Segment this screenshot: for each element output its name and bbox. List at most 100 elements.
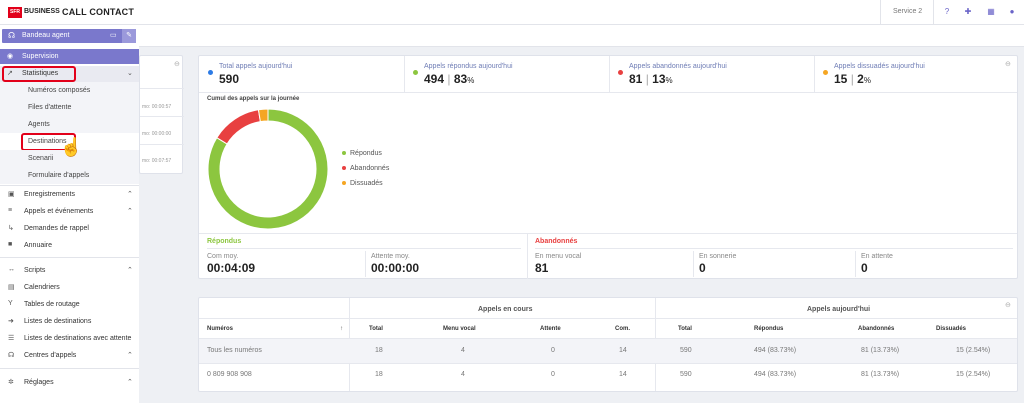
- com-moy-value: 00:04:09: [207, 261, 256, 275]
- sidebar: ☊ Bandeau agent ▭ ✎ ◉ Supervision ↗ Stat…: [0, 25, 139, 403]
- collapse-icon[interactable]: ⊖: [174, 61, 180, 68]
- headset-icon: ☊: [8, 352, 15, 359]
- table-row[interactable]: [199, 339, 1017, 363]
- sidebar-item-tables[interactable]: Y Tables de routage: [8, 300, 80, 308]
- sidebar-subitem-numeros[interactable]: Numéros composés: [0, 82, 139, 99]
- table-cell: 18: [375, 371, 383, 378]
- sidebar-subitem-agents[interactable]: Agents: [0, 116, 139, 133]
- table-cell: 15 (2.54%): [956, 371, 991, 378]
- add-user-icon[interactable]: ✚: [964, 7, 972, 16]
- column-header: Attente: [540, 326, 561, 332]
- top-bar: SFR BUSINESS CALL CONTACT Service 2 ? ✚ …: [0, 0, 1024, 25]
- table-cell: 14: [619, 347, 627, 354]
- sidebar-item-calendriers[interactable]: ▤ Calendriers: [8, 284, 60, 291]
- brand-label: BUSINESS: [24, 8, 60, 15]
- table-cell: 494 (83.73%): [754, 347, 797, 354]
- legend-abandonnes: Abandonnés: [342, 165, 389, 172]
- sfr-logo: SFR: [8, 7, 22, 18]
- apps-grid-icon[interactable]: ▦: [987, 7, 995, 16]
- routing-icon: Y: [8, 300, 13, 307]
- donut-slice-abandonnes: [216, 109, 261, 145]
- callback-icon: ↳: [8, 225, 14, 232]
- kpi-dot: [823, 70, 828, 75]
- table-cell: 14: [619, 371, 627, 378]
- donut-slice-dissuades: [257, 108, 269, 123]
- calendar-icon: ▤: [8, 284, 15, 291]
- legend-repondus: Répondus: [342, 150, 382, 157]
- kpi-dissuades: Appels dissuadés aujourd'hui 15 | 2%: [814, 56, 1019, 92]
- account-icon[interactable]: ●: [1009, 7, 1015, 16]
- table-cell: 15 (2.54%): [956, 347, 991, 354]
- help-icon[interactable]: ?: [944, 7, 950, 16]
- save-icon: ▣: [8, 191, 15, 198]
- app-title: CALL CONTACT: [62, 7, 135, 17]
- column-header: Dissuadés: [936, 326, 967, 332]
- queue-list-icon: ☰: [8, 335, 15, 342]
- edit-icon[interactable]: ✎: [122, 29, 136, 43]
- com-moy-label: Com moy.: [207, 253, 239, 260]
- attente-moy-label: Attente moy.: [371, 253, 410, 260]
- sidebar-subitem-files[interactable]: Files d'attente: [0, 99, 139, 116]
- repondus-title: Répondus: [207, 238, 242, 245]
- chevron-up-icon: ⌃: [127, 208, 133, 215]
- sidebar-subitem-formulaire[interactable]: Formulaire d'appels: [0, 167, 139, 184]
- sidebar-item-statistiques[interactable]: ↗ Statistiques ⌄: [0, 66, 139, 82]
- table-cell: 0: [551, 347, 555, 354]
- sidebar-subitem-scenarii[interactable]: Scenarii: [0, 150, 139, 167]
- menu-vocal-label: En menu vocal: [535, 253, 582, 260]
- trend-icon: ↗: [7, 70, 13, 77]
- headset-icon: ☊: [8, 31, 16, 40]
- hand-cursor-icon: ☝: [60, 137, 83, 157]
- code-icon: ↔: [8, 266, 15, 273]
- table-cell: 494 (83.73%): [754, 371, 797, 378]
- column-header: Répondus: [754, 326, 784, 332]
- calls-table: Appels en cours Appels aujourd'hui ⊖ Num…: [198, 297, 1018, 392]
- sidebar-item-supervision[interactable]: ◉ Supervision: [0, 49, 139, 64]
- background-card: ⊖ mo: 00:00:57 mo: 00:00:00 mo: 00:07:57: [139, 55, 184, 174]
- hidden-time: mo: 00:00:57: [142, 104, 172, 110]
- sidebar-item-annuaire[interactable]: ■ Annuaire: [8, 241, 53, 249]
- sidebar-subitem-destinations[interactable]: Destinations: [0, 133, 139, 150]
- gear-icon: ✲: [8, 379, 14, 386]
- sidebar-item-scripts[interactable]: ↔ Scripts ⌃: [8, 266, 133, 274]
- table-cell: 590: [680, 347, 692, 354]
- column-header[interactable]: Numéros: [207, 326, 234, 332]
- table-cell: 81 (13.73%): [861, 371, 900, 378]
- sidebar-item-listes-attente[interactable]: ☰ Listes de destinations avec attente: [8, 335, 132, 342]
- folder-icon: ■: [8, 241, 13, 248]
- chart-title: Cumul des appels sur la journée: [207, 96, 300, 102]
- table-cell: 590: [680, 371, 692, 378]
- table-cell: 0 809 908 908: [207, 371, 252, 378]
- table-cell: 81 (13.73%): [861, 347, 900, 354]
- service-selector[interactable]: Service 2: [893, 8, 923, 15]
- en-attente-label: En attente: [861, 253, 893, 260]
- chevron-down-icon: ⌄: [127, 70, 133, 77]
- column-header: Menu vocal: [443, 326, 476, 332]
- hidden-time: mo: 00:00:00: [142, 131, 172, 137]
- column-header: Total: [678, 326, 692, 332]
- list-icon: ≡: [8, 207, 13, 214]
- agent-bar-button[interactable]: ☊ Bandeau agent ▭: [2, 29, 133, 43]
- en-attente-value: 0: [861, 261, 868, 275]
- collapse-icon[interactable]: ⊖: [1005, 61, 1011, 68]
- sidebar-item-listes[interactable]: ➜ Listes de destinations: [8, 318, 92, 325]
- group-current-header: Appels en cours: [478, 306, 533, 313]
- column-header: Total: [369, 326, 383, 332]
- kpi-dot: [413, 70, 418, 75]
- menu-vocal-value: 81: [535, 261, 549, 275]
- sidebar-item-demandes[interactable]: ↳ Demandes de rappel: [8, 225, 89, 232]
- sidebar-item-appels[interactable]: ≡ Appels et événements ⌃: [8, 207, 133, 215]
- sidebar-item-enregistrements[interactable]: ▣ Enregistrements ⌃: [8, 191, 133, 198]
- table-cell: 4: [461, 347, 465, 354]
- sort-arrow-icon[interactable]: ↑: [340, 326, 343, 332]
- window-icon[interactable]: ▭: [110, 32, 117, 39]
- kpi-abandonnes: Appels abandonnés aujourd'hui 81 | 13%: [609, 56, 814, 92]
- collapse-icon[interactable]: ⊖: [1005, 302, 1011, 309]
- legend-dissuades: Dissuadés: [342, 180, 383, 187]
- hidden-time: mo: 00:07:57: [142, 158, 172, 164]
- table-cell: 18: [375, 347, 383, 354]
- sidebar-item-centres[interactable]: ☊ Centres d'appels ⌃: [8, 352, 133, 359]
- kpi-total: Total appels aujourd'hui 590: [199, 56, 404, 92]
- sonnerie-label: En sonnerie: [699, 253, 737, 260]
- sidebar-item-reglages[interactable]: ✲ Réglages ⌃: [8, 379, 133, 386]
